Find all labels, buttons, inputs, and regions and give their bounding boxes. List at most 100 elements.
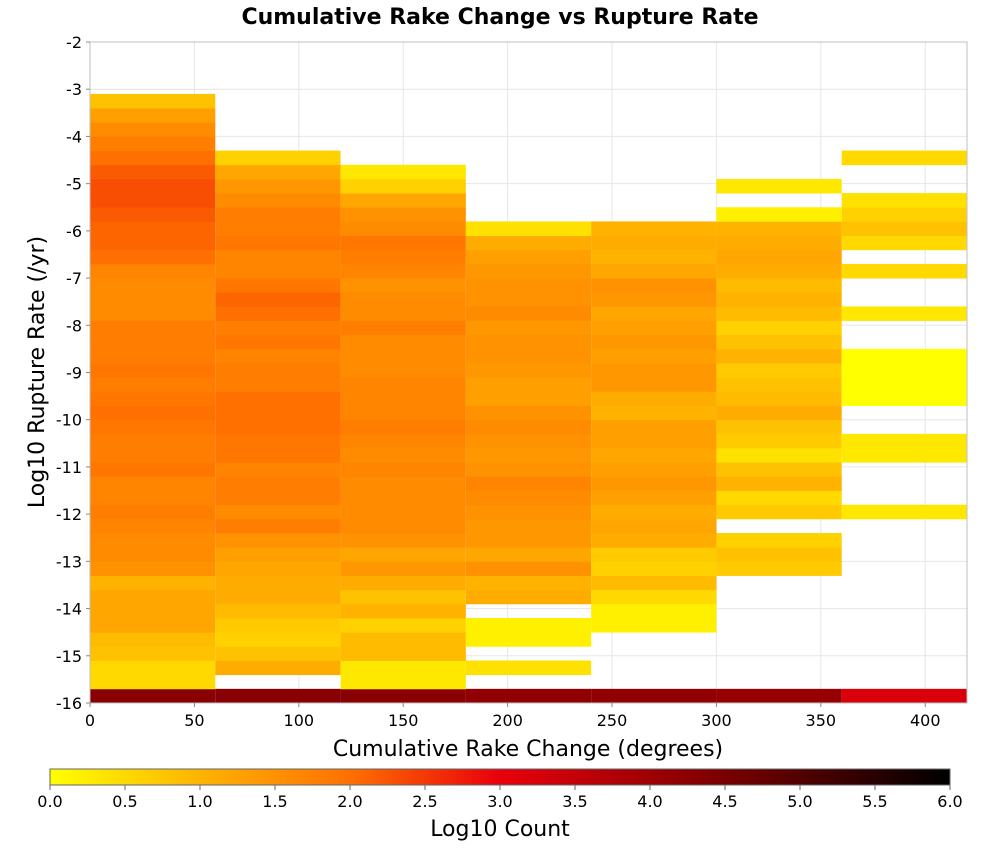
heatmap-cell [215, 193, 341, 208]
y-axis-ticks: -16 -15 -14 -13 -12 -11 -10 -9 -8 -7 -6 -5 -4 -3 -2 [56, 33, 90, 713]
y-tick-label: -8 [66, 316, 82, 335]
heatmap-cell [340, 292, 466, 307]
heatmap-cell [90, 292, 216, 307]
colorbar-tick-label: 1.0 [187, 792, 212, 811]
heatmap-cell [215, 263, 341, 279]
heatmap-cell [591, 448, 717, 463]
heatmap-cell [215, 391, 341, 406]
heatmap-cell [90, 504, 216, 520]
heatmap-cell [841, 150, 967, 166]
heatmap-cell [340, 448, 466, 463]
heatmap-cell [465, 448, 592, 463]
heatmap-cell [716, 306, 842, 321]
heatmap-cell [340, 561, 466, 576]
y-tick-label: -13 [56, 552, 82, 571]
heatmap-cell [215, 632, 341, 647]
heatmap-cell [215, 292, 341, 307]
colorbar-tick-label: 4.5 [712, 792, 737, 811]
heatmap-cell [215, 589, 341, 605]
y-tick-label: -14 [56, 600, 82, 619]
heatmap-cell [591, 263, 717, 279]
heatmap-cell [90, 618, 216, 633]
heatmap-cell [215, 476, 341, 491]
y-tick-label: -15 [56, 647, 82, 666]
heatmap-cell [465, 278, 592, 293]
heatmap-cell [90, 688, 216, 704]
heatmap-cell [591, 547, 717, 562]
heatmap-cell [465, 433, 592, 449]
y-tick-label: -6 [66, 222, 82, 241]
heatmap-cell [215, 334, 341, 350]
heatmap-cell [716, 561, 842, 576]
heatmap-cell [215, 306, 341, 321]
heatmap-cell [591, 476, 717, 491]
heatmap-cell [841, 391, 967, 406]
heatmap-cell [716, 348, 842, 364]
y-tick-label: -4 [66, 127, 82, 146]
heatmap-cell [340, 334, 466, 350]
x-tick-label: 200 [492, 711, 523, 730]
heatmap-cell [340, 405, 466, 421]
heatmap-cell [340, 603, 466, 619]
heatmap-cell [716, 249, 842, 265]
heatmap-cell [716, 221, 842, 236]
heatmap-cell [90, 108, 216, 123]
heatmap-cell [716, 235, 842, 251]
heatmap-cell [340, 164, 466, 180]
heatmap-cell [716, 419, 842, 435]
heatmap-cell [90, 178, 216, 194]
heatmap-cell [465, 632, 592, 647]
colorbar-tick-label: 3.0 [487, 792, 512, 811]
heatmap-cell [716, 504, 842, 520]
heatmap-cell [591, 575, 717, 591]
heatmap-cell [340, 674, 466, 690]
heatmap-cell [465, 688, 592, 704]
heatmap-cell [841, 363, 967, 378]
heatmap-cell [340, 660, 466, 676]
heatmap-cell [716, 377, 842, 392]
heatmap-cell [340, 575, 466, 591]
colorbar-tick-label: 2.0 [337, 792, 362, 811]
heatmap-cell [591, 490, 717, 506]
heatmap-cell [340, 419, 466, 435]
heatmap-cell [340, 476, 466, 491]
heatmap-cell [340, 462, 466, 477]
heatmap-cell [591, 533, 717, 548]
heatmap-cell [340, 320, 466, 336]
heatmap-cell [90, 207, 216, 222]
colorbar-ticks: 0.0 0.5 1.0 1.5 2.0 2.5 3.0 3.5 4.0 4.5 5.0 5.5 6.0 [37, 785, 963, 811]
heatmap-cell [215, 603, 341, 619]
x-axis-ticks: 0 50 100 150 200 250 300 350 400 [85, 703, 941, 730]
heatmap-cell [465, 334, 592, 350]
heatmap-cell [340, 490, 466, 506]
heatmap-cell [465, 363, 592, 378]
heatmap-cell [215, 504, 341, 520]
heatmap-cell [716, 490, 842, 506]
heatmap-cell [215, 660, 341, 676]
heatmap-cell [340, 221, 466, 236]
heatmap-cell [90, 278, 216, 293]
heatmap-cell [340, 235, 466, 251]
heatmap-cell [90, 589, 216, 605]
heatmap-cell [215, 377, 341, 392]
x-tick-label: 0 [85, 711, 95, 730]
colorbar-tick-label: 5.0 [787, 792, 812, 811]
heatmap-cell [591, 433, 717, 449]
heatmap-cell [465, 249, 592, 265]
chart-title: Cumulative Rake Change vs Rupture Rate [241, 5, 758, 30]
heatmap-cell [716, 448, 842, 463]
heatmap-cell [465, 575, 592, 591]
heatmap-cell [716, 688, 842, 704]
heatmap-cell [90, 476, 216, 491]
heatmap-cell [90, 221, 216, 236]
heatmap-cell [591, 618, 717, 633]
heatmap-cell [215, 490, 341, 506]
heatmap-cell [215, 363, 341, 378]
colorbar-tick-label: 5.5 [862, 792, 887, 811]
heatmap-cell [465, 292, 592, 307]
x-tick-label: 150 [388, 711, 419, 730]
heatmap-cell [841, 504, 967, 520]
y-tick-label: -16 [56, 694, 82, 713]
heatmap-cell [340, 363, 466, 378]
